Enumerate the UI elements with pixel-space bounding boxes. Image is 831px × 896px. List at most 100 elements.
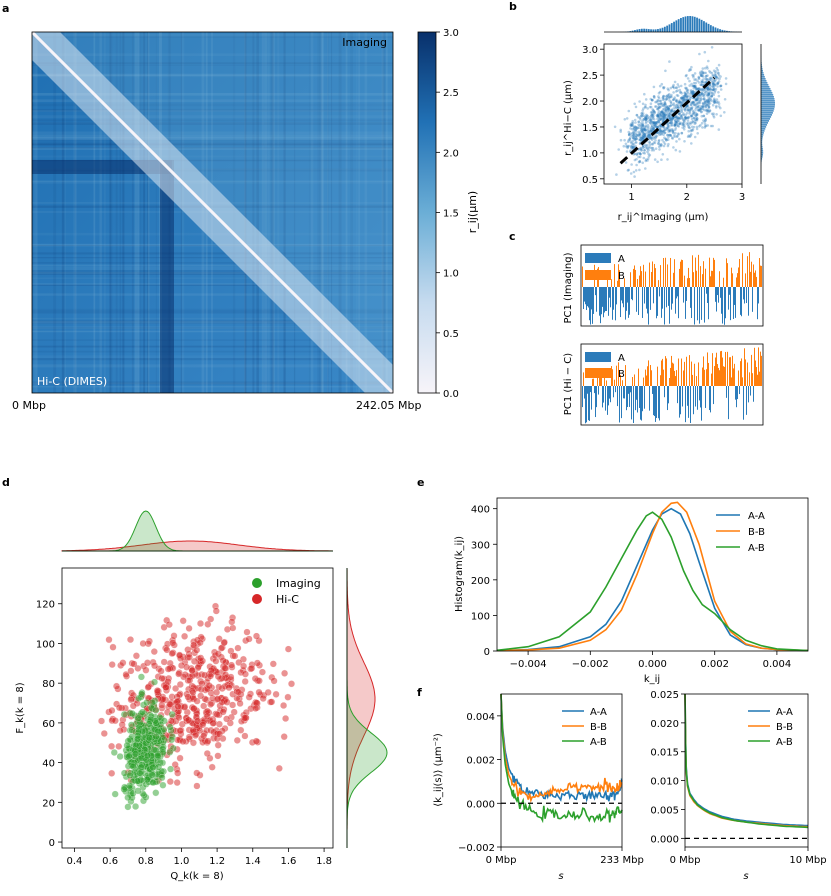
b-point: [700, 105, 704, 108]
pc1-track-hic: [582, 347, 762, 424]
b-point: [688, 98, 692, 101]
d-point-hic: [129, 702, 137, 710]
b-point: [671, 85, 675, 88]
b-point: [637, 160, 641, 164]
b-point: [692, 81, 696, 85]
b-point: [643, 133, 647, 137]
b-point: [695, 89, 698, 92]
b-point: [644, 105, 647, 109]
b-point: [613, 125, 617, 129]
c-frame-1: [580, 244, 764, 327]
b-point: [655, 120, 659, 124]
c-bar-b: [714, 366, 715, 386]
c-bar-a: [642, 287, 643, 318]
c-bar-a: [591, 386, 592, 410]
b-point: [703, 100, 707, 103]
b-point: [644, 167, 647, 170]
d-point-imaging: [120, 785, 128, 793]
c-bar-b: [742, 377, 743, 386]
b-point: [638, 160, 642, 163]
b-point: [712, 82, 715, 86]
b-point: [677, 125, 680, 128]
b-point: [691, 129, 694, 132]
b-point: [646, 157, 650, 160]
b-point: [712, 87, 716, 91]
b-point: [653, 111, 657, 114]
b-point: [669, 117, 673, 120]
c-bar-b: [624, 278, 625, 287]
c-bar-a: [602, 287, 603, 307]
c-bar-a: [709, 386, 710, 411]
b-point: [713, 97, 716, 101]
b-point: [694, 108, 697, 111]
b-point: [696, 104, 700, 108]
b-point: [624, 161, 628, 164]
c-bar-b: [618, 264, 619, 287]
b-point: [665, 107, 668, 110]
b-point: [667, 130, 670, 133]
b-point: [690, 125, 694, 129]
d-point-hic: [171, 760, 179, 769]
b-point: [672, 103, 675, 107]
c-bar-a: [664, 386, 665, 398]
b-point: [642, 125, 646, 128]
b-point: [623, 118, 627, 121]
b-point: [656, 107, 660, 111]
b-point: [662, 86, 666, 89]
b-point: [639, 114, 643, 118]
b-point: [688, 112, 691, 115]
d-ytick-label: 0: [49, 838, 55, 849]
b-point: [713, 84, 717, 87]
d-point-imaging: [129, 762, 137, 771]
b-right-hist-bar: [761, 84, 769, 86]
b-top-hist-bar: [650, 29, 652, 32]
b-point: [641, 119, 644, 123]
d-point-hic: [220, 639, 228, 647]
b-point: [701, 67, 705, 70]
c-bar-a: [686, 287, 687, 301]
b-point: [704, 124, 708, 128]
b-point: [649, 105, 653, 109]
b-point: [642, 156, 646, 160]
b-point: [672, 146, 675, 149]
b-point: [656, 114, 660, 117]
b-point: [671, 116, 675, 120]
b-point: [677, 106, 680, 110]
b-point: [638, 147, 641, 151]
b-point: [690, 101, 694, 105]
b-point: [652, 95, 656, 98]
b-point: [631, 136, 635, 139]
b-point: [697, 97, 701, 100]
c-bar-b: [755, 360, 756, 386]
c-legend-1-a-label: A: [618, 254, 625, 265]
b-point: [654, 121, 657, 124]
b-point: [690, 106, 693, 110]
b-point: [651, 127, 654, 131]
b-point: [692, 84, 695, 88]
b-point: [619, 130, 622, 133]
c-bar-b: [752, 373, 753, 386]
c-bar-a: [626, 287, 627, 311]
b-point: [632, 127, 636, 130]
b-point: [642, 127, 646, 131]
b-point: [686, 77, 690, 80]
b-point: [633, 152, 637, 156]
c-bar-b: [720, 351, 721, 386]
b-point: [689, 68, 693, 72]
c-bar-a: [706, 287, 707, 294]
c-bar-b: [733, 368, 734, 386]
d-ytick-label: 80: [42, 679, 55, 690]
b-point: [629, 132, 632, 135]
b-point: [651, 146, 655, 150]
c-bar-b: [747, 362, 748, 386]
b-point: [700, 110, 703, 113]
b-point: [651, 120, 655, 124]
d-point-hic: [215, 720, 224, 728]
b-point: [630, 123, 633, 127]
b-point: [656, 114, 660, 117]
b-right-hist-bar: [761, 108, 775, 110]
d-point-hic: [184, 693, 192, 701]
d-point-hic: [235, 658, 243, 667]
b-point: [707, 97, 711, 100]
b-right-hist-bar: [761, 88, 771, 90]
